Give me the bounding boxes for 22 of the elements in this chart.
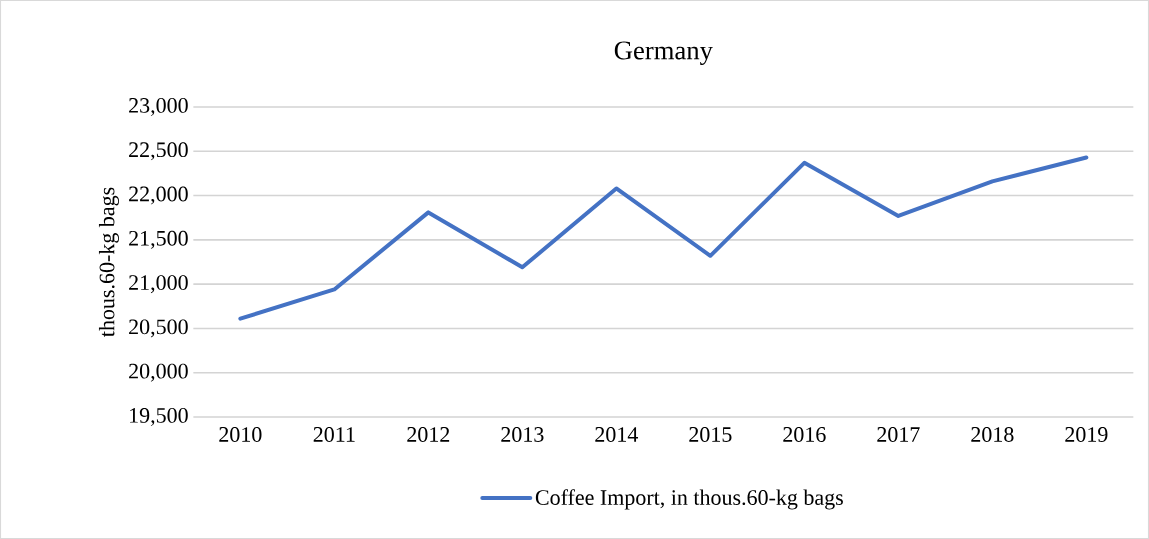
chart-title: Germany bbox=[614, 41, 713, 65]
x-tick-label: 2010 bbox=[219, 427, 262, 442]
y-tick-label: 21,500 bbox=[129, 230, 188, 249]
y-tick-label: 23,000 bbox=[129, 97, 188, 117]
x-tick-label: 2017 bbox=[877, 427, 920, 442]
x-tick-label: 2012 bbox=[407, 427, 450, 442]
x-tick-label: 2018 bbox=[971, 427, 1014, 442]
y-tick-label: 20,500 bbox=[129, 319, 188, 338]
y-tick-label: 19,500 bbox=[130, 407, 188, 427]
x-tick-label: 2016 bbox=[783, 427, 826, 442]
y-axis-title: thous.60-kg bags bbox=[98, 187, 119, 337]
x-tick-label: 2011 bbox=[313, 427, 355, 442]
x-tick-label: 2019 bbox=[1065, 427, 1108, 442]
y-tick-label: 22,500 bbox=[129, 142, 188, 161]
legend-label: Coffee Import, in thous.60-kg bags bbox=[535, 489, 843, 510]
y-tick-label: 20,000 bbox=[129, 363, 188, 382]
line-series bbox=[238, 155, 1089, 321]
x-tick-label: 2013 bbox=[501, 427, 544, 442]
y-tick-label: 21,000 bbox=[129, 275, 188, 294]
x-tick-label: 2014 bbox=[595, 427, 639, 442]
x-tick-label: 2015 bbox=[689, 427, 732, 442]
y-tick-label: 22,000 bbox=[129, 186, 188, 205]
